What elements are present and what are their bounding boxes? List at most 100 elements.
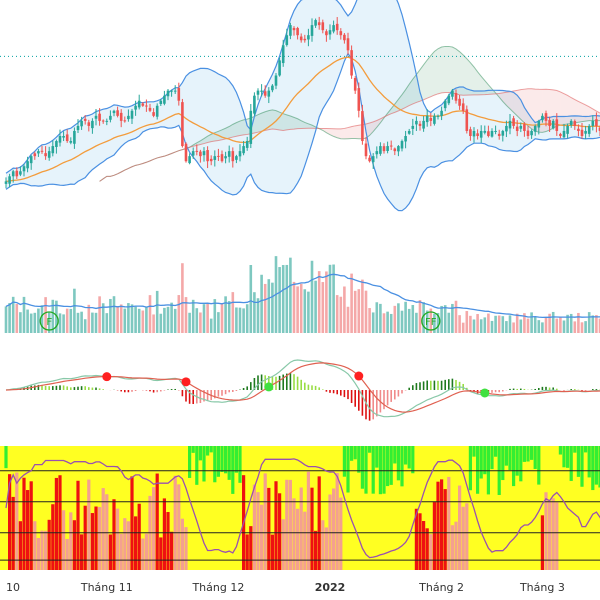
flow-buy-bar: [173, 475, 177, 570]
ichimoku-cloud-segment: [578, 101, 582, 123]
candle-body: [332, 25, 335, 32]
flow-sell-bar: [407, 446, 411, 469]
candle-body: [227, 151, 231, 157]
candle-body: [379, 146, 382, 154]
flow-buy-bar: [458, 485, 462, 570]
flow-buy-bar: [443, 489, 447, 570]
volume-bar: [170, 302, 173, 333]
flow-buy-bar: [555, 502, 559, 570]
volume-bar: [580, 322, 584, 333]
candle-body: [55, 141, 58, 147]
volume-bar: [127, 303, 130, 333]
flow-sell-bar: [490, 446, 494, 470]
flow-buy-bar: [425, 528, 429, 570]
flow-sell-bar: [566, 446, 570, 468]
candle-body: [163, 95, 166, 104]
candle-body: [454, 93, 458, 101]
volume-bar: [501, 316, 505, 333]
candle-body: [238, 151, 242, 157]
volume-bar: [296, 286, 299, 333]
candle-body: [465, 109, 469, 131]
ichimoku-cloud-segment: [409, 79, 413, 106]
candle-body: [112, 110, 116, 114]
volume-bar: [256, 298, 260, 333]
flow-sell-bar: [533, 446, 537, 469]
volume-bar: [379, 303, 382, 333]
candle-body: [177, 88, 181, 101]
flow-sell-bar: [486, 446, 490, 495]
candle-body: [371, 156, 375, 163]
ichimoku-cloud-segment: [567, 95, 572, 124]
candle-body: [65, 134, 69, 142]
candle-body: [199, 151, 202, 157]
volume-bar: [533, 316, 537, 333]
candle-body: [598, 127, 600, 131]
volume-bar: [289, 257, 292, 333]
candle-body: [8, 176, 11, 184]
candle-body: [119, 112, 123, 121]
candle-body: [451, 90, 454, 97]
flow-buy-bar: [447, 476, 451, 570]
x-axis: 10 Tháng 11 Tháng 12 2022 Tháng 2 Tháng 3: [6, 581, 565, 594]
volume-bar: [332, 264, 335, 333]
candle-body: [361, 111, 364, 142]
candle-body: [73, 130, 76, 144]
flow-sell-bar: [508, 446, 512, 471]
ichimoku-cloud-segment: [549, 89, 554, 130]
candle-body: [285, 35, 289, 45]
flow-sell-bar: [400, 446, 404, 487]
candle-body: [11, 171, 15, 177]
flow-buy-bar: [54, 477, 58, 570]
candle-body: [152, 112, 155, 116]
volume-bar: [361, 279, 364, 333]
volume-bar: [505, 321, 508, 333]
candles: [4, 16, 600, 189]
macd-signal-line: [5, 362, 600, 413]
candle-body: [202, 151, 206, 156]
volume-bar: [109, 298, 112, 333]
macd-sell-marker: [354, 371, 364, 381]
flow-buy-bar: [11, 496, 15, 570]
candle-body: [541, 115, 544, 121]
volume-bar: [119, 304, 123, 333]
flow-sell-bar: [537, 446, 541, 485]
flow-sell-bar: [598, 446, 600, 488]
flow-buy-bar: [321, 520, 325, 570]
candle-body: [83, 118, 87, 121]
ichimoku-cloud-segment: [236, 121, 240, 137]
flow-buy-bar: [33, 521, 37, 570]
flow-buy-bar: [296, 508, 300, 570]
volume-bar: [101, 303, 105, 333]
candle-body: [364, 143, 368, 157]
volume-bar: [267, 279, 271, 333]
macd-buy-marker: [480, 388, 490, 398]
volume-marker-label: F: [46, 317, 52, 328]
flow-sell-bar: [382, 446, 386, 494]
candle-body: [37, 151, 40, 154]
candle-body: [231, 151, 235, 162]
volume-bar: [595, 315, 598, 333]
candle-body: [166, 90, 170, 97]
volume-bar: [173, 308, 177, 333]
candle-body: [33, 153, 37, 157]
volume-bar: [310, 260, 314, 333]
flow-buy-bar: [98, 506, 102, 570]
volume-bar: [130, 304, 134, 333]
volume-bar: [94, 312, 98, 333]
volume-bar: [519, 319, 523, 333]
volume-bar: [573, 321, 577, 333]
volume-bar: [328, 264, 332, 333]
volume-bar: [8, 303, 11, 333]
flow-buy-bar: [76, 480, 80, 570]
candle-body: [220, 154, 224, 162]
volume-bar: [490, 320, 494, 333]
flow-sell-bar: [368, 446, 372, 453]
volume-bar: [584, 321, 587, 333]
candle-body: [418, 123, 422, 126]
volume-pane: F FF: [4, 256, 600, 333]
candle-body: [145, 105, 148, 107]
moving-average-line: [5, 56, 600, 183]
volume-bar: [76, 312, 80, 333]
flow-buy-bar: [252, 484, 256, 570]
